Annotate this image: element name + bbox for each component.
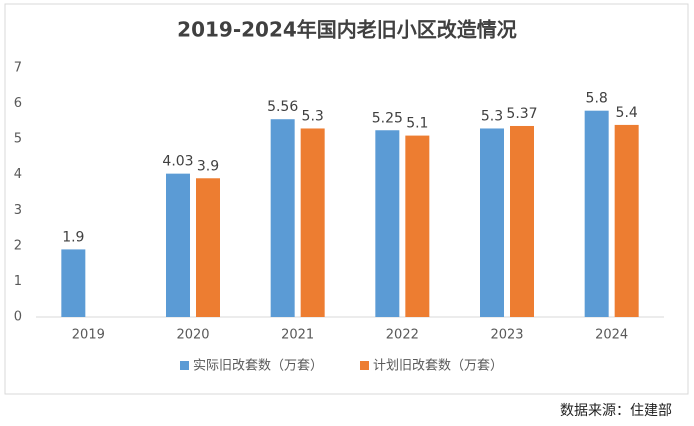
data-label: 5.3 <box>302 108 324 124</box>
x-tick-label: 2020 <box>176 328 209 343</box>
bar <box>405 135 430 317</box>
data-label: 5.56 <box>267 99 298 115</box>
data-label: 5.3 <box>481 108 503 124</box>
bar <box>61 249 86 317</box>
y-tick-label: 5 <box>14 132 22 147</box>
y-tick-label: 7 <box>14 61 22 76</box>
y-tick-label: 3 <box>14 203 22 218</box>
x-tick-label: 2024 <box>595 328 628 343</box>
chart-title: 2019-2024年国内老旧小区改造情况 <box>177 18 517 42</box>
source-note: 数据来源：住建部 <box>560 403 672 419</box>
bar <box>375 130 400 317</box>
data-label: 5.25 <box>372 110 403 126</box>
bar <box>300 128 325 317</box>
y-tick-label: 4 <box>14 167 22 182</box>
legend-label: 计划旧改套数（万套） <box>373 358 503 374</box>
x-tick-label: 2023 <box>490 328 523 343</box>
data-label: 1.9 <box>62 229 84 245</box>
data-label: 5.1 <box>406 116 428 132</box>
x-tick-label: 2021 <box>281 328 314 343</box>
data-label: 4.03 <box>162 154 193 170</box>
bar <box>480 128 504 317</box>
bar <box>196 178 220 317</box>
legend-swatch <box>180 361 189 370</box>
bar <box>614 124 639 318</box>
y-tick-label: 1 <box>14 274 22 289</box>
bar <box>166 173 190 317</box>
bar <box>270 119 295 317</box>
x-tick-label: 2022 <box>386 328 419 343</box>
y-tick-label: 2 <box>14 238 22 253</box>
chart-frame <box>4 3 689 395</box>
bar <box>510 125 534 317</box>
data-label: 5.4 <box>616 105 638 121</box>
legend-swatch <box>360 361 369 370</box>
legend-label: 实际旧改套数（万套） <box>193 358 323 374</box>
x-tick-label: 2019 <box>72 328 105 343</box>
y-tick-label: 6 <box>14 96 22 111</box>
data-label: 3.9 <box>197 158 219 174</box>
data-label: 5.37 <box>506 106 537 122</box>
y-tick-label: 0 <box>14 310 22 325</box>
bar <box>584 110 609 317</box>
data-label: 5.8 <box>586 91 608 107</box>
